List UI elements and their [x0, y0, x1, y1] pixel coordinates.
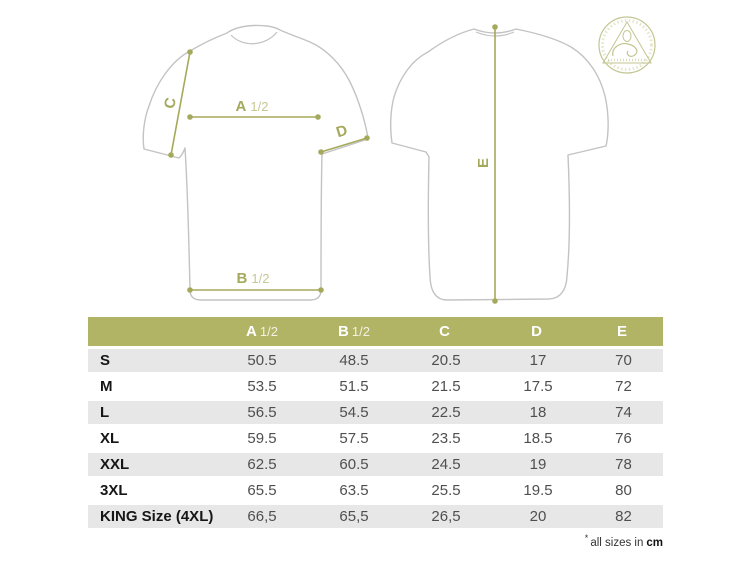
footnote-text: all sizes in — [590, 536, 644, 549]
measure-label-d: D — [334, 122, 349, 141]
measure-label-a: A 1/2 — [236, 98, 269, 115]
size-cell: XL — [88, 427, 216, 450]
measure-lines — [170, 27, 496, 301]
value-cell: 57.5 — [308, 427, 400, 450]
measure-label-c: C — [161, 96, 180, 110]
value-cell: 56.5 — [216, 401, 308, 424]
badge-text-ring — [601, 19, 653, 71]
col-header-d: D — [492, 317, 584, 346]
value-cell: 78 — [584, 453, 663, 476]
col-header-c: C — [400, 317, 492, 346]
badge-outer-circle — [598, 16, 656, 74]
size-cell: L — [88, 401, 216, 424]
value-cell: 63.5 — [308, 479, 400, 502]
size-cell: M — [88, 375, 216, 398]
measure-dot — [187, 114, 193, 120]
value-cell: 26,5 — [400, 505, 492, 528]
value-cell: 74 — [584, 401, 663, 424]
measure-dot — [187, 287, 193, 293]
table-row-xxl: XXL 62.5 60.5 24.5 19 78 — [88, 453, 663, 476]
size-cell: S — [88, 349, 216, 372]
value-cell: 18 — [492, 401, 584, 424]
value-cell: 66,5 — [216, 505, 308, 528]
value-cell: 20.5 — [400, 349, 492, 372]
value-cell: 59.5 — [216, 427, 308, 450]
table-row-m: M 53.5 51.5 21.5 17.5 72 — [88, 375, 663, 398]
table-row-3xl: 3XL 65.5 63.5 25.5 19.5 80 — [88, 479, 663, 502]
measure-dot — [168, 152, 174, 158]
size-table: A 1/2 B 1/2 C D E S 50.5 48.5 20.5 17 70 M — [88, 314, 663, 531]
size-table-container: A 1/2 B 1/2 C D E S 50.5 48.5 20.5 17 70 M — [88, 314, 663, 531]
value-cell: 22.5 — [400, 401, 492, 424]
measure-dot — [318, 149, 324, 155]
col-header-e: E — [584, 317, 663, 346]
col-header-a: A 1/2 — [216, 317, 308, 346]
col-header-b: B 1/2 — [308, 317, 400, 346]
table-row-king-4xl: KING Size (4XL) 66,5 65,5 26,5 20 82 — [88, 505, 663, 528]
front-shirt-outline — [142, 24, 369, 301]
shirt-measurement-diagram: A 1/2 B 1/2 C D E — [142, 16, 656, 304]
size-cell: 3XL — [88, 479, 216, 502]
front-shirt — [142, 24, 369, 301]
size-cell: KING Size (4XL) — [88, 505, 216, 528]
value-cell: 82 — [584, 505, 663, 528]
measure-dot — [315, 114, 321, 120]
brand-badge — [598, 16, 656, 74]
table-row-s: S 50.5 48.5 20.5 17 70 — [88, 349, 663, 372]
back-shirt-outline — [389, 28, 609, 301]
measure-endpoints — [168, 24, 498, 304]
measure-label-b: B 1/2 — [237, 270, 270, 287]
measure-dot — [492, 24, 498, 30]
table-row-xl: XL 59.5 57.5 23.5 18.5 76 — [88, 427, 663, 450]
badge-eye-icon — [622, 30, 632, 42]
badge-triangle — [602, 21, 652, 64]
value-cell: 25.5 — [400, 479, 492, 502]
table-header-row: A 1/2 B 1/2 C D E — [88, 317, 663, 346]
value-cell: 76 — [584, 427, 663, 450]
value-cell: 24.5 — [400, 453, 492, 476]
value-cell: 50.5 — [216, 349, 308, 372]
measure-dot — [187, 49, 193, 55]
measure-line-d — [320, 137, 368, 153]
value-cell: 19 — [492, 453, 584, 476]
measure-dot — [492, 298, 498, 304]
value-cell: 53.5 — [216, 375, 308, 398]
value-cell: 17 — [492, 349, 584, 372]
units-footnote: * all sizes in cm — [585, 533, 663, 549]
footnote-asterisk: * — [584, 533, 589, 543]
value-cell: 54.5 — [308, 401, 400, 424]
value-cell: 18.5 — [492, 427, 584, 450]
value-cell: 20 — [492, 505, 584, 528]
value-cell: 23.5 — [400, 427, 492, 450]
value-cell: 60.5 — [308, 453, 400, 476]
value-cell: 17.5 — [492, 375, 584, 398]
measure-label-e: E — [475, 158, 492, 168]
measure-line-c — [170, 51, 191, 156]
value-cell: 48.5 — [308, 349, 400, 372]
value-cell: 21.5 — [400, 375, 492, 398]
badge-hook-icon — [612, 43, 638, 57]
value-cell: 19.5 — [492, 479, 584, 502]
measure-dot — [364, 135, 370, 141]
header-size-cell — [88, 317, 216, 346]
size-cell: XXL — [88, 453, 216, 476]
measure-dot — [318, 287, 324, 293]
value-cell: 65,5 — [308, 505, 400, 528]
front-collar-rib — [230, 31, 278, 45]
value-cell: 80 — [584, 479, 663, 502]
value-cell: 65.5 — [216, 479, 308, 502]
value-cell: 51.5 — [308, 375, 400, 398]
table-row-l: L 56.5 54.5 22.5 18 74 — [88, 401, 663, 424]
back-shirt — [389, 28, 609, 301]
value-cell: 70 — [584, 349, 663, 372]
footnote-unit: cm — [646, 536, 663, 549]
value-cell: 72 — [584, 375, 663, 398]
value-cell: 62.5 — [216, 453, 308, 476]
